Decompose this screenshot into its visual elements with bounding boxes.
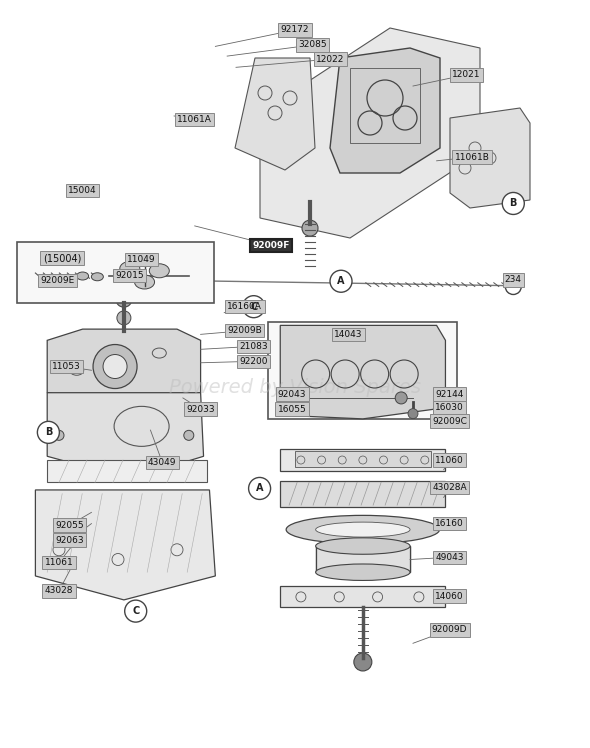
Polygon shape: [235, 58, 315, 170]
Text: A: A: [256, 483, 263, 494]
Circle shape: [302, 220, 318, 236]
Text: B: B: [45, 427, 52, 438]
Text: 43028: 43028: [45, 586, 73, 595]
Text: 92172: 92172: [281, 25, 309, 34]
Ellipse shape: [135, 275, 155, 289]
Bar: [47, 460, 206, 482]
Text: 92063: 92063: [55, 536, 84, 545]
Circle shape: [37, 421, 60, 444]
Ellipse shape: [120, 262, 140, 275]
Text: 92055: 92055: [55, 521, 84, 530]
Circle shape: [116, 291, 132, 307]
Text: 92033: 92033: [186, 405, 215, 414]
Ellipse shape: [91, 273, 103, 280]
Polygon shape: [450, 108, 530, 208]
Text: 14043: 14043: [334, 330, 362, 339]
Text: (15004): (15004): [42, 253, 81, 263]
Text: 92043: 92043: [278, 390, 306, 399]
Ellipse shape: [316, 538, 410, 554]
Text: 32085: 32085: [299, 40, 327, 49]
Bar: [280, 586, 445, 607]
Circle shape: [93, 345, 137, 388]
Polygon shape: [330, 48, 440, 173]
Text: 14060: 14060: [435, 592, 464, 601]
Bar: [17, 242, 214, 303]
Text: 21083: 21083: [240, 342, 268, 351]
Text: 11060: 11060: [435, 456, 464, 465]
Text: C: C: [132, 606, 139, 616]
Ellipse shape: [149, 264, 169, 278]
Circle shape: [395, 392, 407, 404]
Text: 92009E: 92009E: [41, 276, 75, 285]
Circle shape: [354, 653, 372, 671]
Polygon shape: [280, 325, 445, 419]
Text: 234: 234: [505, 275, 522, 284]
Circle shape: [103, 355, 127, 378]
Text: 11049: 11049: [127, 255, 156, 264]
Text: 11061: 11061: [45, 558, 73, 567]
Text: 11061A: 11061A: [177, 115, 212, 124]
Circle shape: [502, 192, 525, 215]
Text: 43049: 43049: [148, 458, 176, 467]
Circle shape: [408, 408, 418, 419]
Text: C: C: [250, 301, 257, 312]
Text: 12021: 12021: [452, 70, 480, 79]
Circle shape: [124, 600, 147, 622]
Bar: [280, 481, 445, 507]
Bar: [350, 68, 420, 143]
Polygon shape: [260, 28, 480, 238]
Text: 92009B: 92009B: [228, 326, 262, 335]
Text: 15004: 15004: [68, 186, 97, 195]
Text: 43028A: 43028A: [432, 483, 467, 492]
Circle shape: [330, 270, 352, 292]
Text: 92009C: 92009C: [432, 417, 467, 426]
Circle shape: [117, 311, 131, 325]
Text: 16160A: 16160A: [227, 302, 263, 311]
Ellipse shape: [286, 515, 440, 544]
Text: 92200: 92200: [240, 357, 268, 366]
Circle shape: [242, 295, 265, 318]
Bar: [268, 322, 457, 419]
Text: A: A: [337, 276, 345, 286]
Polygon shape: [47, 329, 201, 405]
Text: 92144: 92144: [435, 390, 464, 399]
Text: 92015: 92015: [116, 271, 144, 280]
Polygon shape: [47, 393, 204, 479]
Text: 12022: 12022: [316, 55, 345, 64]
Text: 16160: 16160: [435, 519, 464, 528]
Circle shape: [248, 477, 271, 500]
Text: 92009F: 92009F: [253, 241, 290, 250]
Text: 49043: 49043: [435, 553, 464, 562]
Ellipse shape: [77, 272, 88, 280]
Text: 92009D: 92009D: [432, 625, 467, 634]
Circle shape: [184, 430, 194, 441]
Ellipse shape: [316, 564, 410, 580]
Bar: [295, 451, 431, 468]
Text: Powered by Vision Spares: Powered by Vision Spares: [169, 378, 421, 397]
Bar: [316, 546, 410, 572]
Circle shape: [54, 430, 64, 441]
Ellipse shape: [316, 522, 410, 537]
Text: 16055: 16055: [278, 405, 306, 414]
Bar: [280, 449, 445, 471]
Text: 11061B: 11061B: [454, 153, 490, 162]
Text: B: B: [510, 198, 517, 209]
Text: 11053: 11053: [53, 362, 81, 371]
Text: 16030: 16030: [435, 403, 464, 412]
Polygon shape: [35, 490, 215, 600]
